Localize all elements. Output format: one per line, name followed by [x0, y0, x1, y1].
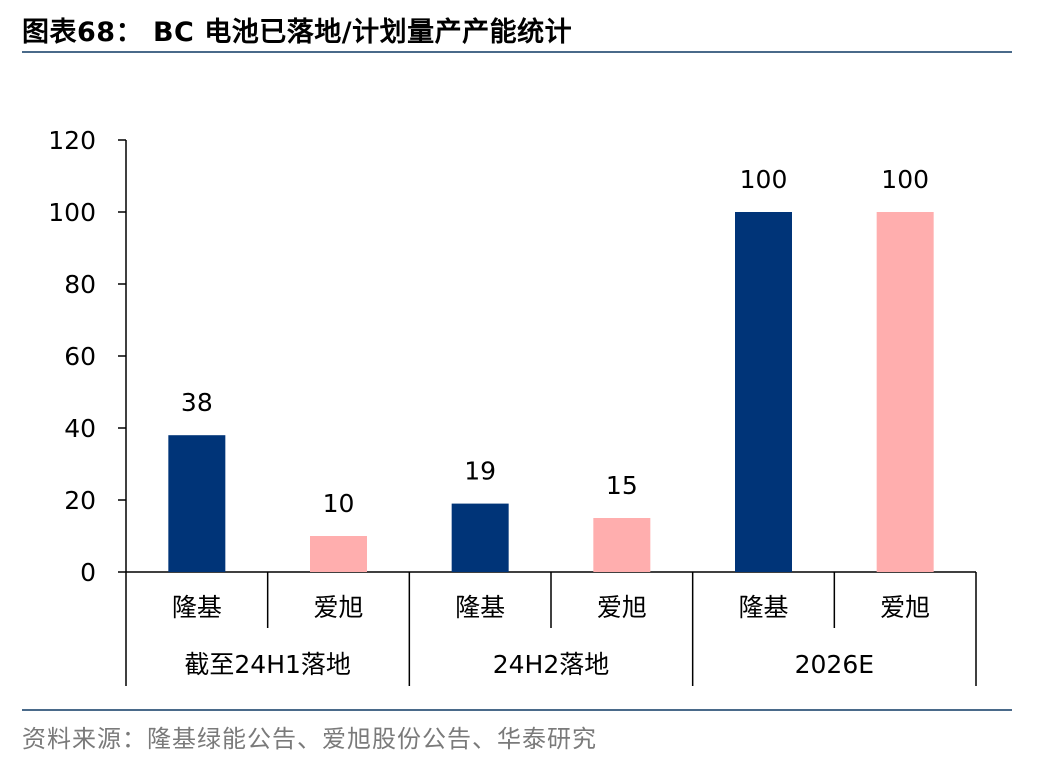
bar-2	[451, 503, 509, 572]
x-group-label: 截至24H1落地	[184, 650, 351, 679]
bar-value-label: 38	[181, 388, 213, 417]
y-tick-label: 60	[64, 342, 96, 371]
y-tick-label: 40	[64, 414, 96, 443]
bar-4	[735, 212, 792, 572]
x-group-label: 24H2落地	[493, 650, 610, 679]
x-category-label: 隆基	[738, 593, 788, 622]
bar-layer	[168, 212, 934, 572]
bar-value-label: 10	[323, 489, 355, 518]
x-category-label: 爱旭	[313, 593, 363, 622]
bar-1	[310, 536, 367, 572]
x-group-label: 2026E	[795, 650, 874, 679]
footer-divider	[22, 709, 1012, 711]
axis-layer: 0 20 40 60 80 100 120	[48, 126, 977, 686]
x-category-label: 爱旭	[880, 593, 930, 622]
bar-0	[168, 435, 226, 572]
bar-3	[593, 518, 651, 572]
bar-value-label: 100	[740, 165, 788, 194]
title-divider	[22, 51, 1012, 53]
y-tick-label: 100	[48, 198, 96, 227]
bar-value-label: 100	[881, 165, 929, 194]
x-category-label: 隆基	[172, 593, 222, 622]
x-category-label: 爱旭	[597, 593, 647, 622]
y-tick-label: 20	[64, 486, 96, 515]
y-tick-label: 80	[64, 270, 96, 299]
bar-value-label: 19	[464, 457, 496, 486]
y-tick-label: 0	[80, 558, 96, 587]
y-tick-label: 120	[48, 126, 96, 155]
bar-chart: 0 20 40 60 80 100 120 38 隆基 10 爱旭 19 隆基 15 爱旭 100 隆基 100…	[48, 126, 977, 686]
chart-title: 图表68： BC 电池已落地/计划量产产能统计	[22, 17, 573, 48]
source-note: 资料来源：隆基绿能公告、爱旭股份公告、华泰研究	[22, 725, 597, 753]
bar-5	[876, 212, 934, 572]
x-category-label: 隆基	[455, 593, 505, 622]
bar-value-label: 15	[606, 471, 638, 500]
